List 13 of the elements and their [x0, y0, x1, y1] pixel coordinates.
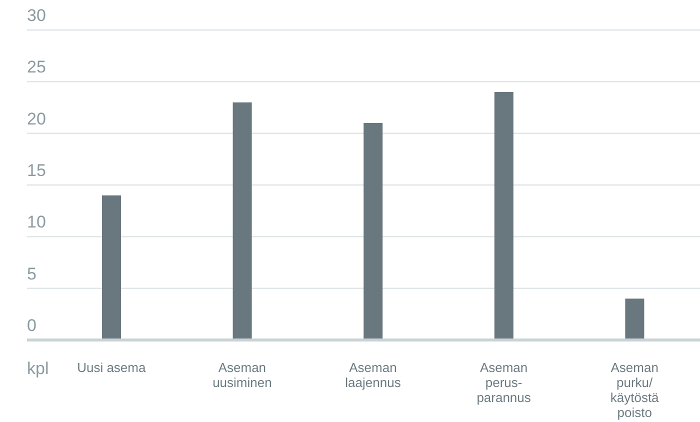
y-tick-label: 10 — [27, 212, 46, 232]
text: kpl — [27, 359, 49, 379]
x-tick-label: Aseman perus- parannus — [476, 360, 532, 405]
x-tick-label: Aseman purku/ käytöstä poisto — [610, 360, 660, 420]
y-tick-label: 30 — [27, 6, 46, 25]
x-tick-label: Aseman laajennus — [345, 360, 402, 390]
y-tick-label: 5 — [27, 264, 36, 284]
x-tick-label: Aseman uusiminen — [212, 360, 272, 390]
x-tick-label: Uusi asema — [77, 360, 146, 375]
y-tick-label: 20 — [27, 109, 46, 128]
y-tick-label: 15 — [27, 161, 46, 180]
y-tick-label: 25 — [27, 58, 46, 77]
y-tick-label: 0 — [27, 316, 36, 335]
